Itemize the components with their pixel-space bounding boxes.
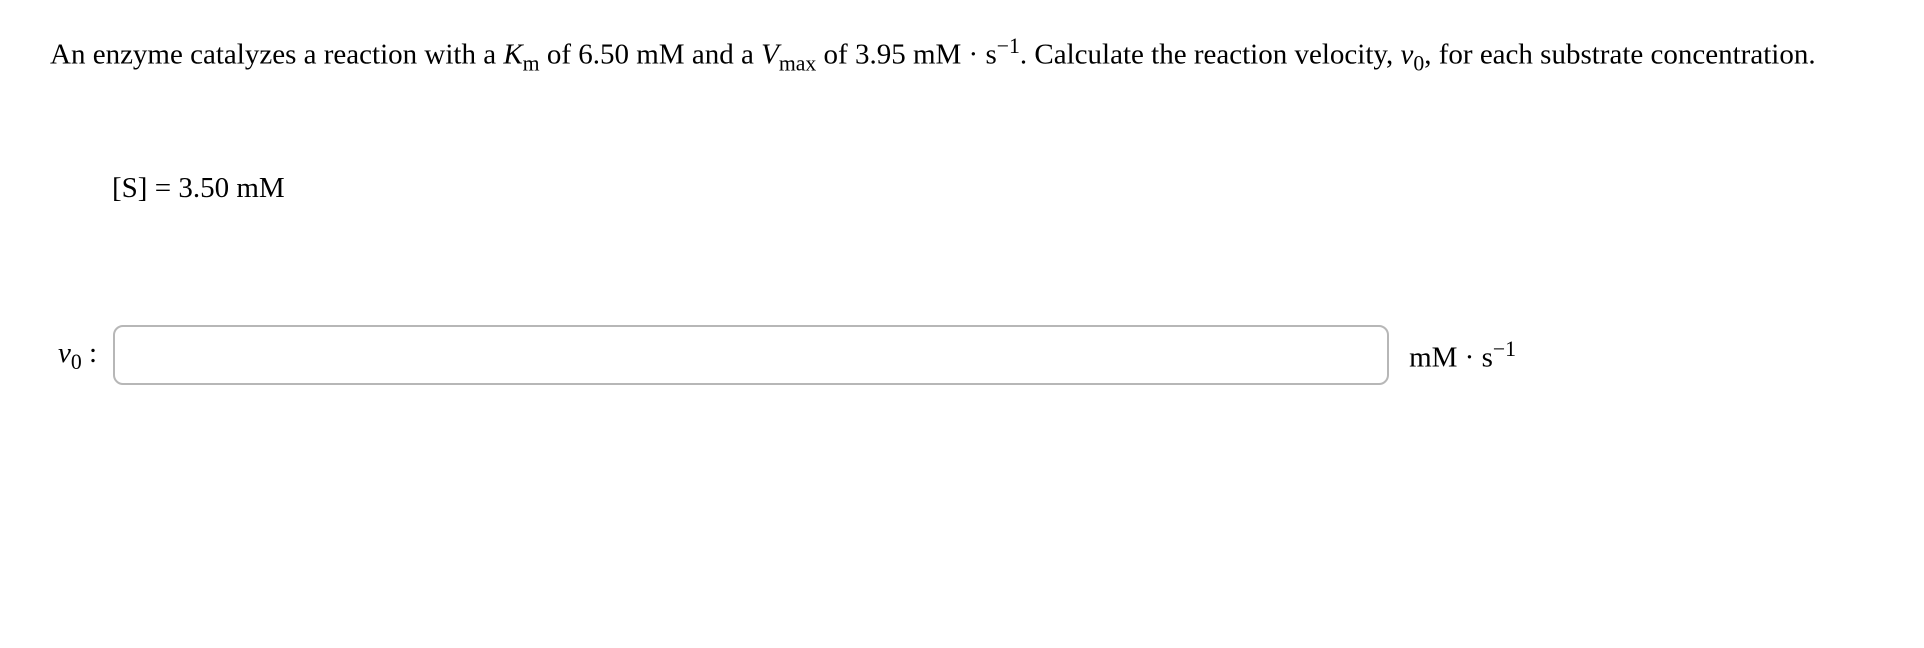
vmax-join: of	[816, 39, 855, 71]
question-mid: and a	[685, 39, 762, 71]
answer-unit-text: mM · s	[1409, 341, 1493, 373]
question-page: An enzyme catalyzes a reaction with a Km…	[0, 0, 1924, 648]
given-line: [S] = 3.50 mM	[112, 172, 1874, 205]
vmax-symbol-sub: max	[779, 51, 816, 75]
km-symbol-sub: m	[523, 51, 540, 75]
answer-label-sub: 0	[71, 349, 82, 373]
km-join: of	[540, 39, 579, 71]
question-post1: . Calculate the reaction velocity,	[1020, 39, 1401, 71]
answer-unit: mM · s−1	[1409, 337, 1516, 375]
vmax-symbol-main: V	[761, 39, 779, 71]
given-value: 3.50 mM	[178, 172, 284, 204]
answer-label-main: v	[58, 337, 71, 369]
v0-symbol-main: v	[1401, 39, 1414, 71]
km-symbol-main: K	[503, 39, 522, 71]
given-lhs: [S] =	[112, 172, 178, 204]
v0-symbol-sub: 0	[1413, 51, 1424, 75]
answer-input[interactable]	[113, 325, 1389, 385]
vmax-value: 3.95 mM · s	[855, 39, 997, 71]
question-text: An enzyme catalyzes a reaction with a Km…	[50, 28, 1874, 82]
answer-label: v0 :	[58, 337, 97, 375]
answer-row: v0 : mM · s−1	[50, 325, 1874, 385]
question-post2: , for each substrate concentration.	[1424, 39, 1815, 71]
vmax-exp: −1	[997, 34, 1020, 58]
km-value: 6.50 mM	[578, 39, 684, 71]
answer-unit-exp: −1	[1493, 337, 1516, 361]
question-pre: An enzyme catalyzes a reaction with a	[50, 39, 503, 71]
answer-label-colon: :	[82, 337, 97, 369]
